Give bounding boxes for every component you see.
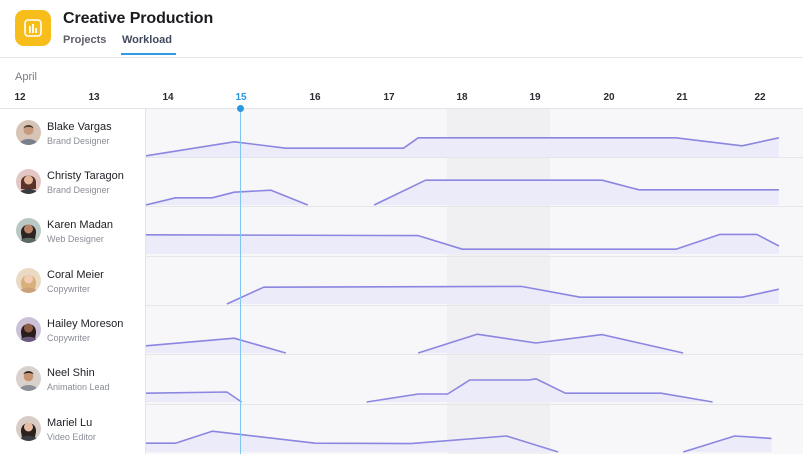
row-divider bbox=[0, 157, 803, 158]
row-divider bbox=[0, 206, 803, 207]
person-name: Karen Madan bbox=[47, 219, 114, 231]
day-label: 14 bbox=[162, 92, 174, 103]
workload-area bbox=[366, 378, 713, 402]
workload-line[interactable] bbox=[226, 285, 780, 305]
workload-area bbox=[226, 286, 779, 304]
workload-line[interactable] bbox=[146, 189, 309, 206]
tab-projects[interactable]: Projects bbox=[63, 34, 107, 46]
workload-line[interactable] bbox=[146, 391, 243, 403]
person-row[interactable]: Blake Vargas Brand Designer bbox=[0, 109, 146, 158]
workload-line[interactable] bbox=[682, 435, 772, 453]
row-divider bbox=[0, 305, 803, 306]
person-name: Hailey Moreson bbox=[47, 318, 124, 330]
bar-chart-icon[interactable] bbox=[15, 10, 51, 46]
people-column: Blake Vargas Brand Designer Christy Tara… bbox=[0, 109, 146, 454]
person-role: Copywriter bbox=[47, 284, 91, 294]
row-divider bbox=[0, 354, 803, 355]
person-name: Blake Vargas bbox=[47, 121, 112, 133]
person-role: Web Designer bbox=[47, 234, 104, 244]
day-label: 19 bbox=[529, 92, 541, 103]
person-role: Copywriter bbox=[47, 333, 91, 343]
avatar bbox=[16, 416, 41, 441]
person-row[interactable]: Karen Madan Web Designer bbox=[0, 207, 146, 256]
person-role: Video Editor bbox=[47, 432, 96, 442]
person-name: Mariel Lu bbox=[47, 417, 93, 429]
avatar bbox=[16, 366, 41, 391]
day-label: 13 bbox=[88, 92, 100, 103]
avatar bbox=[16, 268, 41, 293]
workload-area bbox=[146, 137, 779, 157]
workload-area bbox=[146, 338, 286, 353]
month-label: April bbox=[15, 71, 38, 83]
day-label: 16 bbox=[309, 92, 321, 103]
person-role: Brand Designer bbox=[47, 185, 110, 195]
workload-line[interactable] bbox=[366, 377, 713, 403]
row-divider bbox=[0, 256, 803, 257]
app-header: Creative Production Projects Workload bbox=[0, 0, 803, 58]
workload-area bbox=[146, 431, 559, 452]
workload-line[interactable] bbox=[373, 179, 779, 206]
workload-chart bbox=[146, 136, 780, 453]
today-marker-line bbox=[240, 109, 241, 454]
day-label: 18 bbox=[456, 92, 468, 103]
person-row[interactable]: Hailey Moreson Copywriter bbox=[0, 306, 146, 355]
person-row[interactable]: Mariel Lu Video Editor bbox=[0, 405, 146, 454]
day-header: 12 13 14 15 16 17 18 19 20 21 22 bbox=[0, 92, 803, 108]
day-label: 17 bbox=[383, 92, 395, 103]
day-label: 21 bbox=[676, 92, 688, 103]
workload-area bbox=[418, 334, 684, 353]
workload-line[interactable] bbox=[146, 233, 780, 250]
timeline-axis bbox=[0, 108, 803, 109]
today-marker-dot bbox=[237, 105, 244, 112]
workload-line[interactable] bbox=[417, 333, 684, 354]
workload-area bbox=[146, 190, 308, 205]
workload-line[interactable] bbox=[146, 337, 287, 354]
person-name: Neel Shin bbox=[47, 367, 95, 379]
tab-workload[interactable]: Workload bbox=[122, 34, 172, 46]
workload-area bbox=[146, 234, 779, 254]
day-label: 12 bbox=[14, 92, 26, 103]
active-tab-indicator bbox=[121, 53, 176, 55]
workload-area bbox=[683, 436, 772, 452]
avatar bbox=[16, 218, 41, 243]
person-role: Brand Designer bbox=[47, 136, 110, 146]
avatar bbox=[16, 169, 41, 194]
person-row[interactable]: Christy Taragon Brand Designer bbox=[0, 158, 146, 207]
person-role: Animation Lead bbox=[47, 382, 110, 392]
workload-line[interactable] bbox=[146, 430, 559, 453]
workload-area bbox=[146, 392, 242, 402]
day-label: 20 bbox=[603, 92, 615, 103]
person-name: Christy Taragon bbox=[47, 170, 124, 182]
workload-line[interactable] bbox=[146, 136, 780, 157]
page-title: Creative Production bbox=[63, 10, 214, 27]
day-label-today: 15 bbox=[235, 92, 247, 103]
person-name: Coral Meier bbox=[47, 269, 104, 281]
day-label: 22 bbox=[754, 92, 766, 103]
avatar bbox=[16, 120, 41, 145]
row-divider bbox=[0, 404, 803, 405]
person-row[interactable]: Neel Shin Animation Lead bbox=[0, 355, 146, 404]
person-row[interactable]: Coral Meier Copywriter bbox=[0, 257, 146, 306]
avatar bbox=[16, 317, 41, 342]
workload-area bbox=[374, 180, 779, 205]
